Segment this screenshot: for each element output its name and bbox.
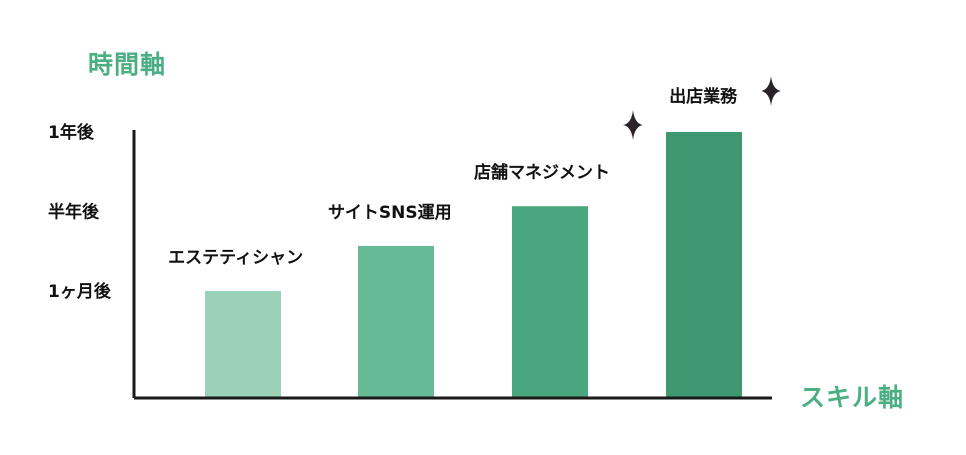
bar-3 [512,206,588,397]
category-label-2: サイトSNS運用 [328,203,452,223]
bar-4 [666,132,742,397]
sparkles-group [623,76,781,140]
category-label-4: 出店業務 [669,86,738,107]
bar-2 [358,245,434,397]
x-axis-title: スキル軸 [800,383,905,412]
category-label-3: 店舗マネジメント [474,162,610,183]
bars-group [205,132,742,397]
y-tick-label-2: 半年後 [48,202,100,223]
sparkle-icon [623,110,643,140]
bar-1 [205,291,281,397]
category-labels-group: エステティシャン サイトSNS運用 店舗マネジメント 出店業務 [168,86,738,268]
y-axis-title: 時間軸 [88,50,167,79]
y-tick-labels-group: 1ヶ月後 半年後 1年後 [48,122,112,302]
y-tick-label-1: 1ヶ月後 [48,281,112,302]
y-tick-label-3: 1年後 [48,122,95,143]
category-label-1: エステティシャン [168,248,303,268]
sparkle-icon [761,76,781,106]
